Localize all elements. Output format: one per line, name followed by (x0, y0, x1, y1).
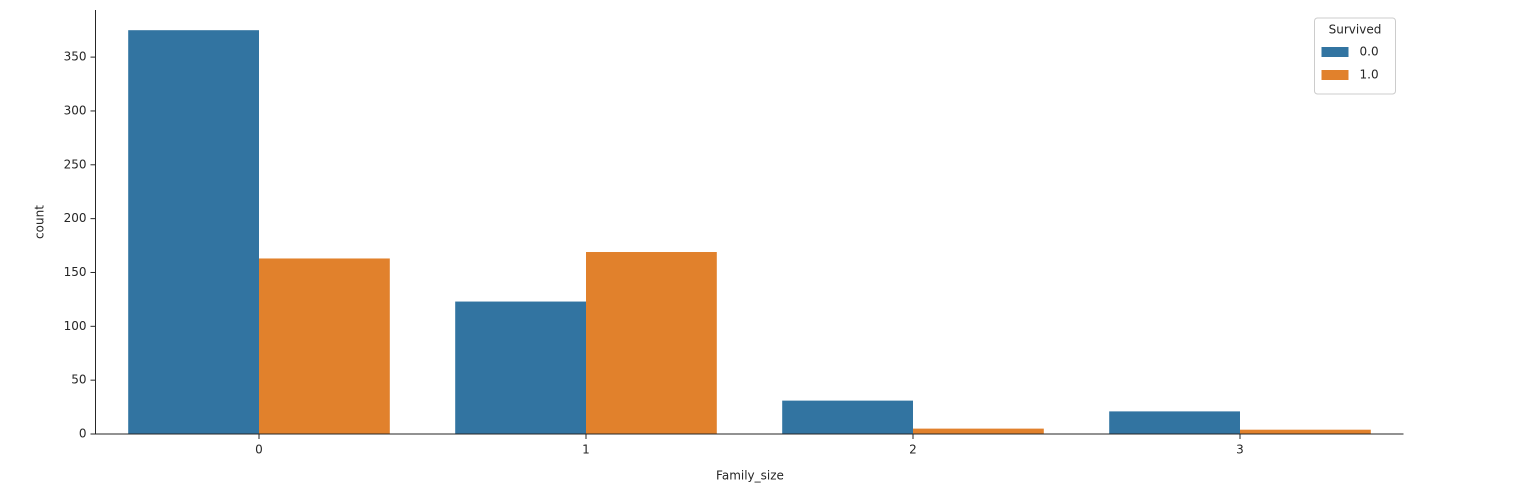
y-tick-label: 350 (64, 50, 87, 64)
bar (782, 400, 913, 434)
x-tick-label: 1 (582, 443, 590, 457)
bar (128, 30, 259, 434)
bar (259, 258, 390, 434)
x-axis-label: Family_size (716, 469, 784, 483)
y-tick-label: 300 (64, 103, 87, 117)
legend-title: Survived (1329, 23, 1382, 37)
bar (1240, 429, 1371, 434)
y-tick-label: 100 (64, 319, 87, 333)
bar (586, 252, 717, 434)
y-tick-label: 200 (64, 211, 87, 225)
legend-swatch (1321, 70, 1349, 80)
y-tick-label: 50 (71, 373, 86, 387)
y-tick-label: 150 (64, 265, 87, 279)
legend-label: 0.0 (1360, 45, 1379, 59)
y-tick-label: 250 (64, 157, 87, 171)
legend-label: 1.0 (1360, 68, 1379, 82)
bar (455, 301, 586, 434)
legend-swatch (1321, 47, 1349, 57)
y-axis-label: count (33, 205, 47, 239)
bar (1109, 411, 1240, 434)
y-tick-label: 0 (79, 427, 87, 441)
x-tick-label: 2 (909, 443, 917, 457)
x-tick-label: 3 (1236, 443, 1244, 457)
bar (913, 428, 1044, 434)
x-tick-label: 0 (255, 443, 263, 457)
